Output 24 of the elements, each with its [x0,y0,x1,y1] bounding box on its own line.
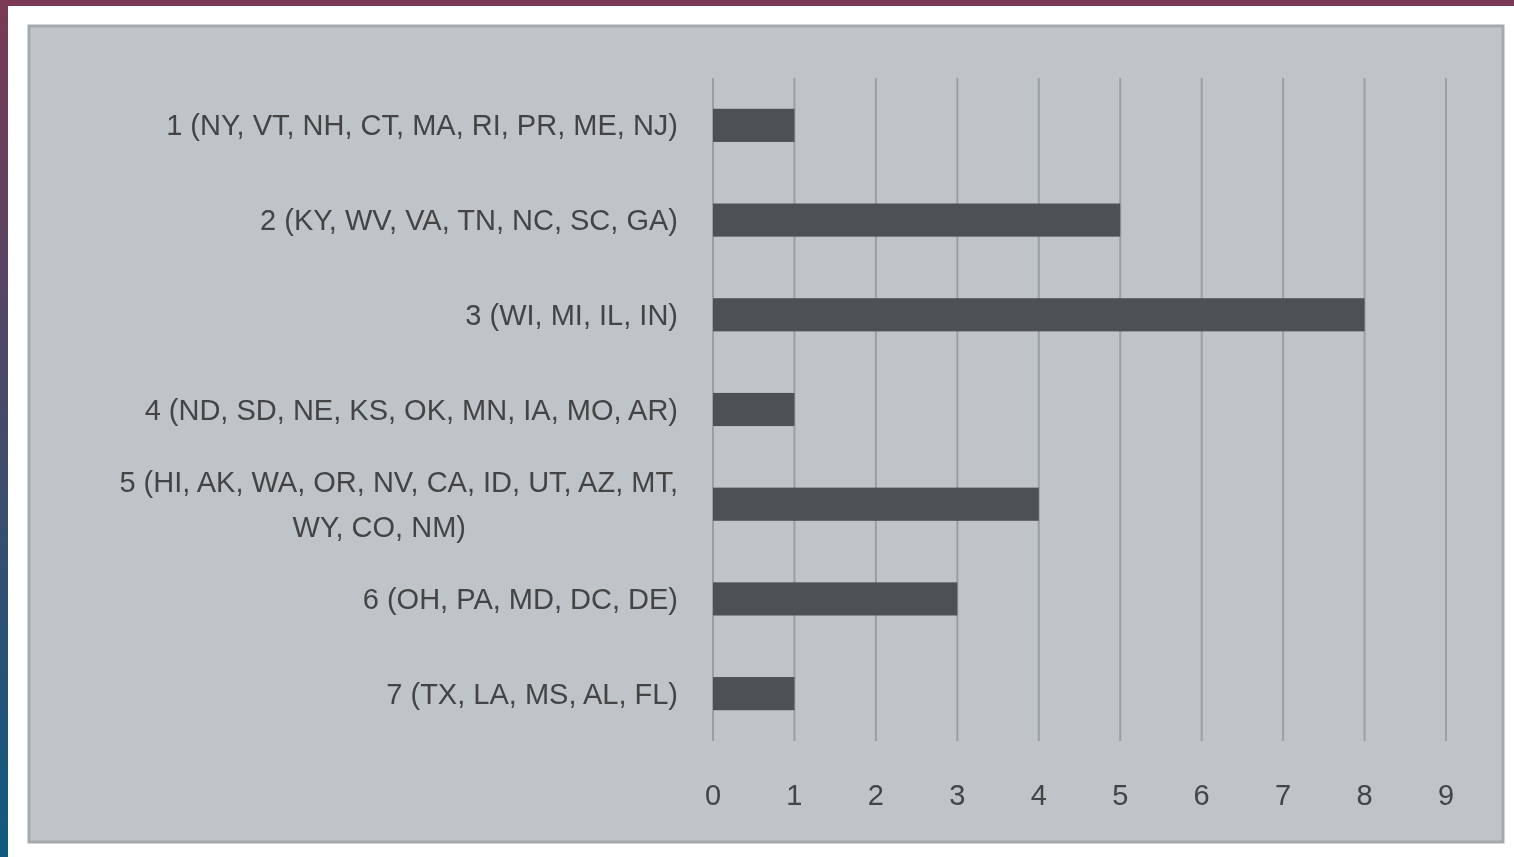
y-tick-label: 5 (HI, AK, WA, OR, NV, CA, ID, UT, AZ, MT, WY, CO, NM) [119,465,678,543]
bar [713,298,1365,332]
bar [713,677,795,711]
y-tick-label: 1 (NY, VT, NH, CT, MA, RI, PR, ME, NJ) [166,109,678,142]
y-tick-label: 2 (KY, WV, VA, TN, NC, SC, GA) [260,204,678,237]
x-tick-label: 4 [1030,779,1047,811]
x-tick-label: 9 [1437,779,1455,811]
x-tick-label: 6 [1193,779,1210,811]
y-tick-label: 7 (TX, LA, MS, AL, FL) [386,677,678,710]
x-tick-label: 2 [867,779,884,811]
bar [713,582,958,616]
x-tick-label: 3 [949,779,966,811]
bar [713,487,1039,521]
bar [713,203,1121,237]
bar [713,392,795,427]
x-tick-label: 7 [1275,779,1292,811]
bar [713,108,795,142]
x-tick-label: 8 [1356,779,1373,811]
y-tick-label: 4 (ND, SD, NE, KS, OK, MN, IA, MO, AR) [144,393,678,426]
y-tick-label: 3 (WI, MI, IL, IN) [465,298,678,331]
x-tick-label: 0 [704,779,722,811]
y-tick-label: 6 (OH, PA, MD, DC, DE) [362,582,678,615]
x-tick-label: 5 [1112,779,1129,811]
x-tick-label: 1 [786,779,803,811]
